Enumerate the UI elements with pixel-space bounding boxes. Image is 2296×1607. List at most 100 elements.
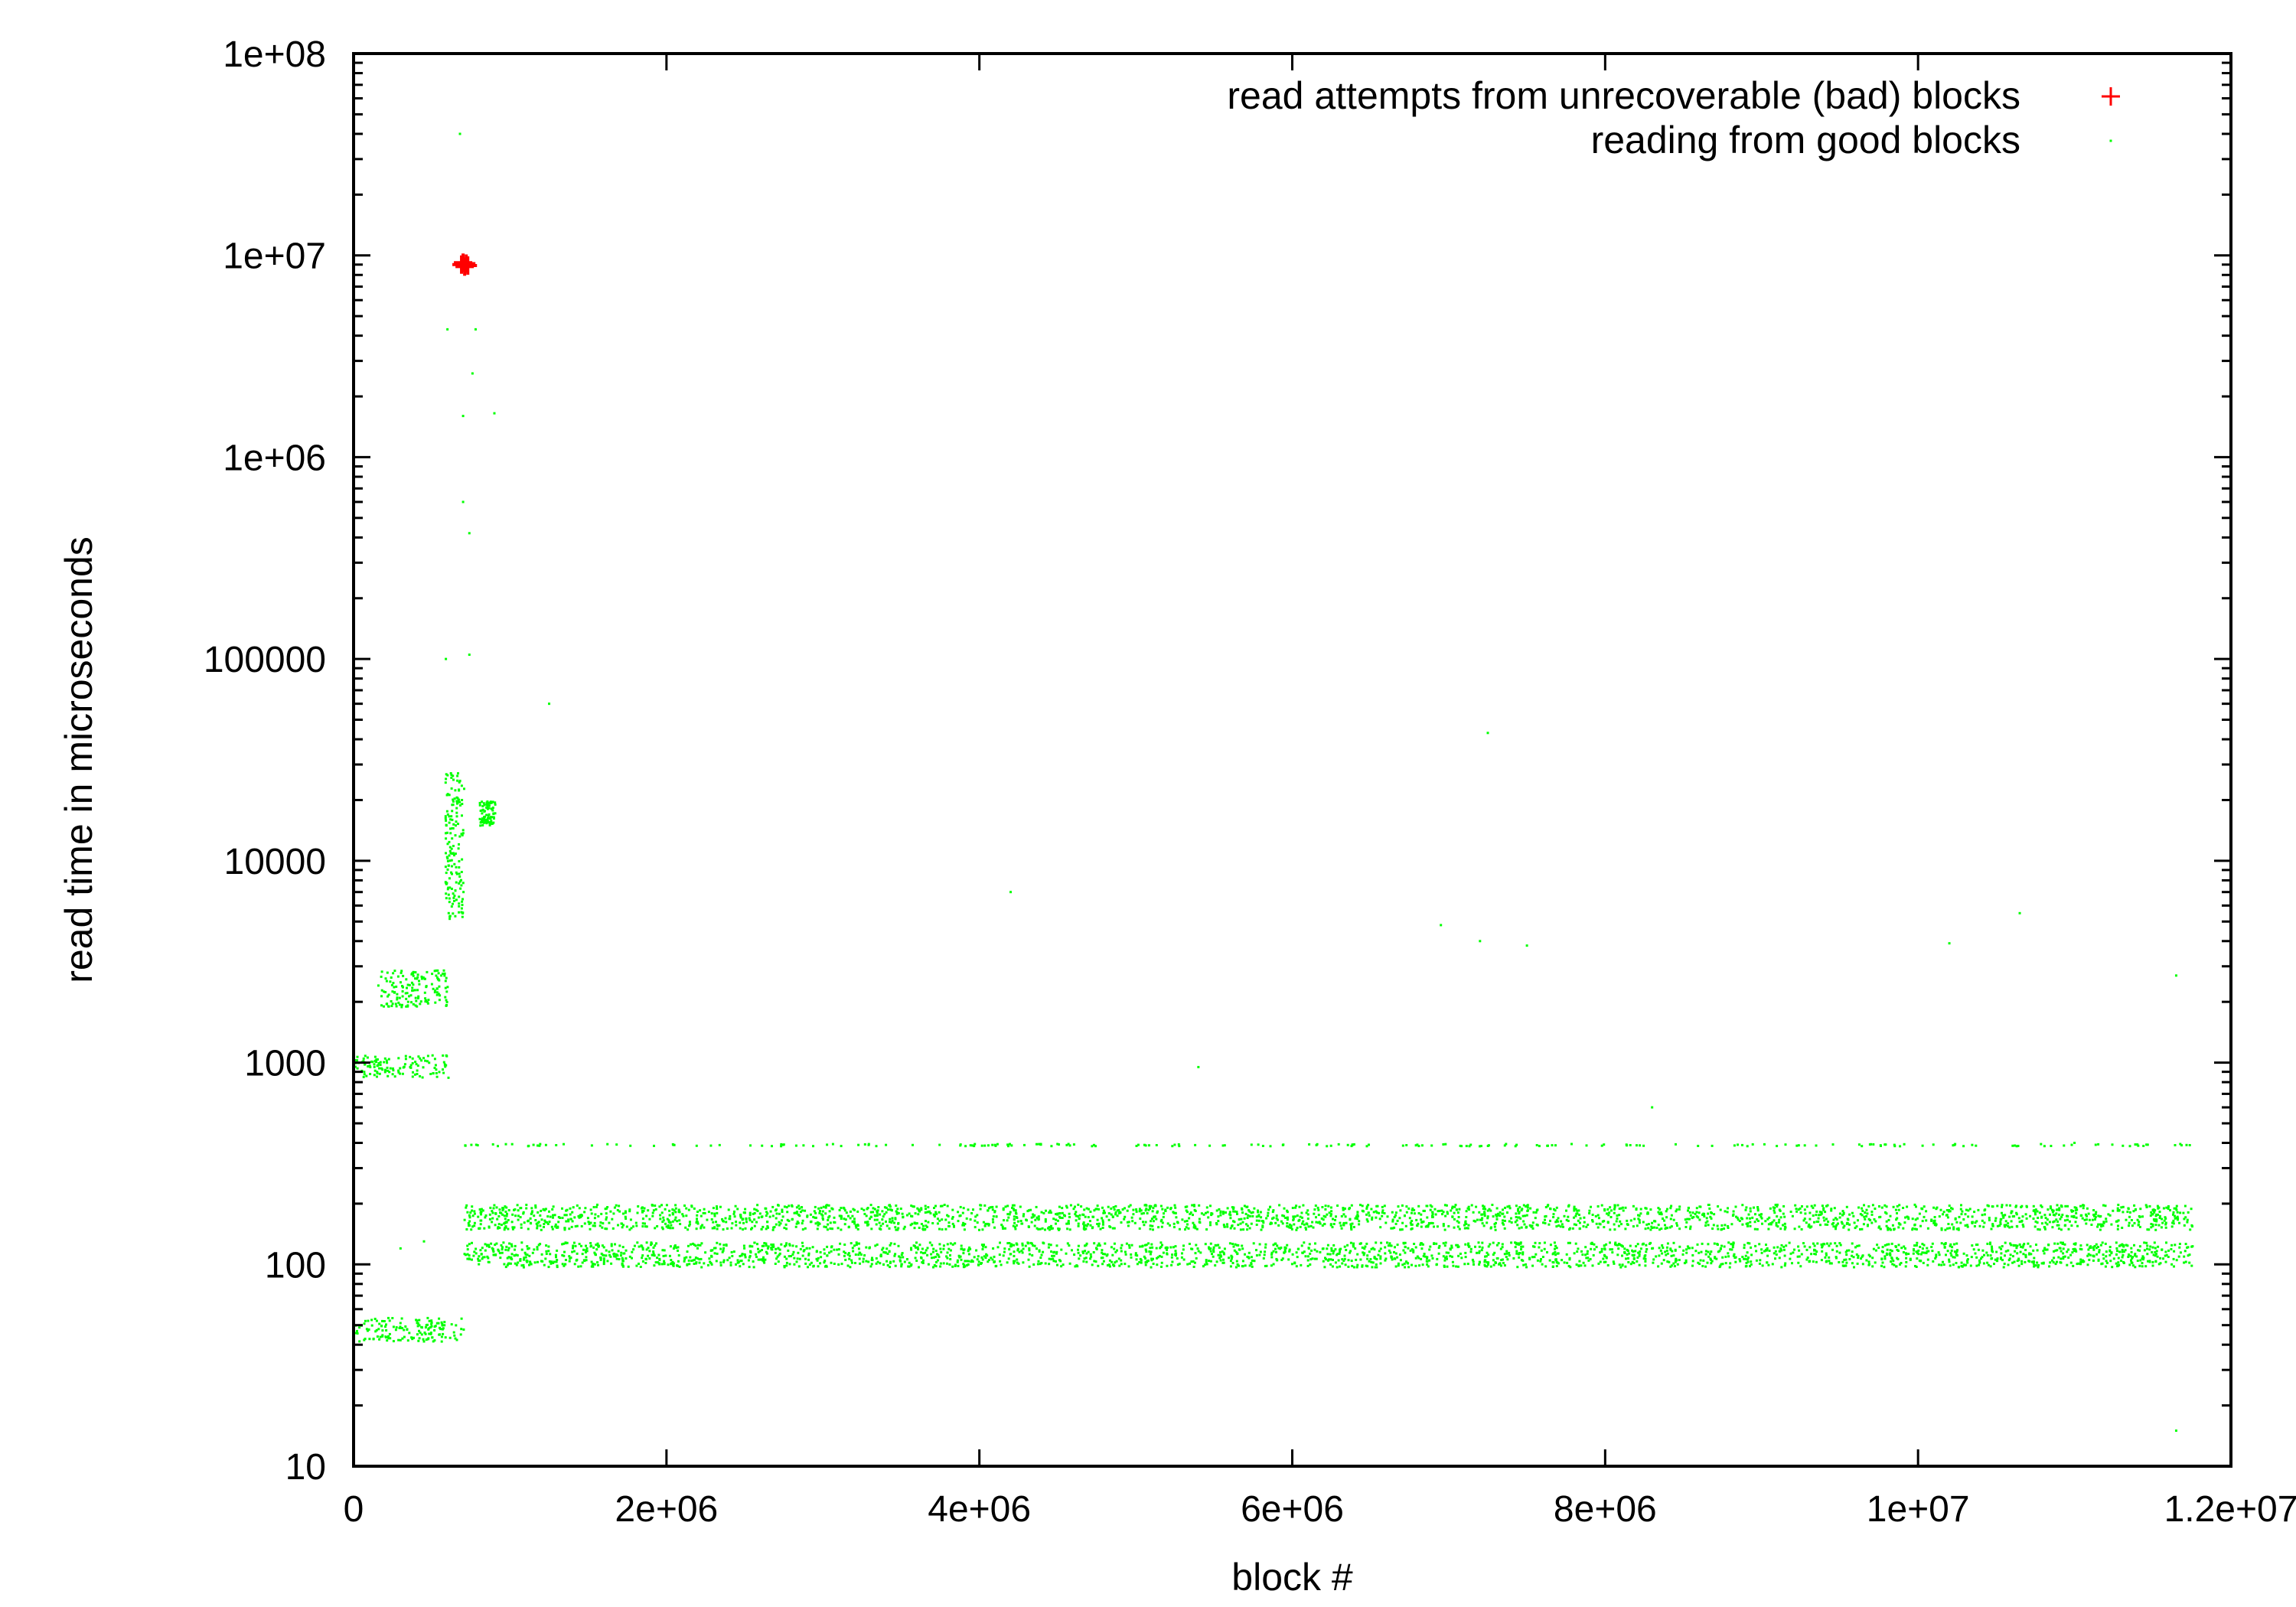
good-block-point (1773, 1252, 1776, 1255)
good-block-point (696, 1214, 699, 1217)
good-block-point (1276, 1244, 1279, 1247)
good-block-point (1064, 1214, 1066, 1217)
good-block-point (1576, 1250, 1579, 1253)
good-block-point (1797, 1261, 1800, 1264)
good-block-point (1028, 1265, 1031, 1268)
good-block-point (1048, 1211, 1051, 1214)
good-block-point (561, 1243, 564, 1246)
good-block-point (416, 1319, 419, 1322)
good-block-point (1222, 1224, 1225, 1227)
good-block-point (2016, 1252, 2019, 1255)
good-block-point (473, 1212, 476, 1215)
good-block-point (1760, 1213, 1763, 1216)
good-block-point (1002, 1208, 1005, 1211)
good-block-point (1904, 1247, 1906, 1250)
good-block-point (1688, 1207, 1690, 1210)
good-block-point (1271, 1217, 1274, 1220)
good-block-point (1265, 1264, 1268, 1267)
good-block-point (1052, 1257, 1055, 1260)
good-block-point (1761, 1222, 1763, 1225)
good-block-point (2163, 1219, 2166, 1222)
good-block-point (1182, 1258, 1186, 1261)
good-block-point (585, 1259, 588, 1262)
good-block-point (1815, 1253, 1817, 1256)
good-block-point (1152, 1257, 1154, 1260)
good-block-point (1079, 1254, 1082, 1257)
good-block-point (1022, 1261, 1025, 1264)
good-block-point (1150, 1266, 1153, 1269)
good-block-point (1671, 1250, 1674, 1253)
good-block-point (1362, 1210, 1365, 1213)
good-block-point (1397, 1262, 1400, 1265)
good-block-point (612, 1227, 615, 1230)
good-block-point (715, 1221, 717, 1224)
good-block-point (610, 1243, 613, 1246)
good-block-point (1865, 1208, 1868, 1211)
good-block-point (1645, 1250, 1648, 1253)
good-block-point (667, 1226, 670, 1229)
good-block-point (1445, 1204, 1448, 1207)
good-block-point (1960, 1265, 1963, 1267)
good-block-point (1578, 1221, 1581, 1224)
good-block-point (1668, 1260, 1671, 1263)
good-block-point (621, 1260, 625, 1263)
good-block-point (575, 1259, 578, 1262)
good-block-point (783, 1255, 786, 1258)
good-block-point (585, 1256, 588, 1259)
good-block-point (1814, 1249, 1817, 1252)
good-block-point (921, 1227, 925, 1231)
good-block-point (355, 1332, 357, 1335)
good-block-point (1557, 1224, 1561, 1227)
good-block-point (1464, 1221, 1467, 1224)
good-block-point (1995, 1250, 1998, 1253)
good-block-point (1006, 1213, 1009, 1216)
good-block-point (631, 1250, 634, 1253)
good-block-point (1329, 1214, 1332, 1217)
good-block-point (2157, 1224, 2161, 1227)
good-block-point (1176, 1257, 1179, 1260)
good-block-point (602, 1257, 605, 1260)
good-block-point (1518, 1256, 1521, 1259)
good-block-point (712, 1221, 715, 1224)
good-block-point (687, 1259, 690, 1262)
good-block-point (416, 1333, 419, 1336)
good-block-point (1212, 1255, 1215, 1258)
good-block-point (1349, 1251, 1352, 1254)
good-block-point (1189, 1213, 1192, 1215)
good-block-point (1245, 1223, 1247, 1226)
good-block-point (910, 1247, 912, 1250)
good-block-point (522, 1211, 525, 1214)
good-block-point (932, 1256, 935, 1259)
good-block-point (507, 1227, 510, 1231)
good-block-point (507, 1219, 510, 1221)
good-block-point (2035, 1244, 2037, 1247)
good-block-point (651, 1253, 654, 1257)
good-block-point (576, 1224, 579, 1227)
good-block-point (1443, 1259, 1446, 1262)
good-block-point (2122, 1244, 2125, 1247)
good-block-point (722, 1260, 725, 1263)
good-block-point (888, 1250, 891, 1253)
good-block-point (489, 1206, 492, 1209)
good-block-point (519, 1207, 522, 1210)
good-block-point (1578, 1260, 1581, 1263)
good-block-point (1050, 1258, 1052, 1260)
good-block-point (2141, 1257, 2144, 1260)
good-block-point (1367, 1204, 1370, 1207)
good-block-point (1812, 1214, 1815, 1217)
good-block-point (1091, 1263, 1094, 1266)
good-block-point (756, 1209, 759, 1212)
good-block-point (1627, 1252, 1630, 1255)
good-block-point (1326, 1244, 1329, 1247)
good-block-point (1478, 1263, 1481, 1266)
good-block-point (958, 1214, 961, 1217)
good-block-point (592, 1206, 595, 1208)
good-block-point (1913, 1203, 1916, 1206)
good-block-point (589, 1208, 592, 1211)
good-block-point (517, 1209, 520, 1212)
good-block-point (2083, 1218, 2086, 1221)
good-block-point (1375, 1211, 1378, 1214)
good-block-point (579, 1215, 582, 1218)
good-block-point (1113, 1247, 1116, 1250)
good-block-point (557, 1221, 560, 1224)
